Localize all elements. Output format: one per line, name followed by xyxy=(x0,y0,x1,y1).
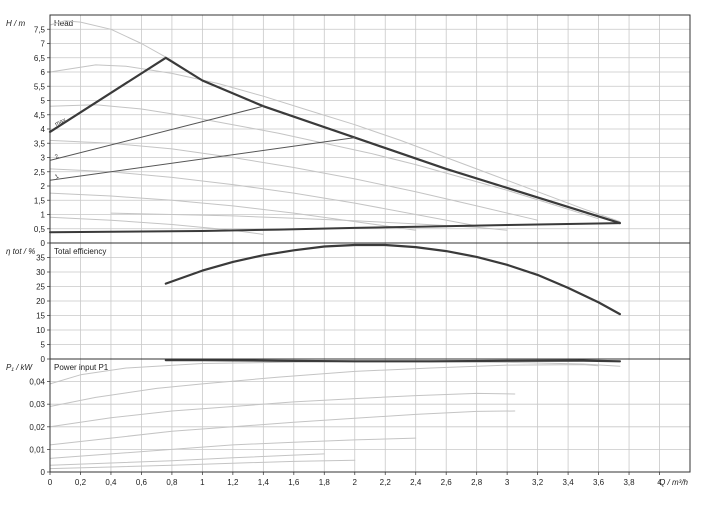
x-tick-label: 3,8 xyxy=(623,478,635,487)
curve-label: 1 xyxy=(54,173,60,180)
series-line-faint xyxy=(49,410,516,446)
series-line-faint xyxy=(49,453,325,466)
y-tick-label: 20 xyxy=(36,297,45,306)
x-tick-label: 1,2 xyxy=(227,478,239,487)
y-tick-label: 5 xyxy=(41,341,46,350)
series-line-faint xyxy=(49,437,417,459)
y-tick-label: 0 xyxy=(41,239,46,248)
x-tick-label: 1 xyxy=(200,478,205,487)
x-tick-label: 0,4 xyxy=(105,478,117,487)
series-line-main xyxy=(164,359,622,363)
x-tick-label: 2 xyxy=(353,478,358,487)
series-line-faint xyxy=(49,104,600,220)
x-tick-label: 1,6 xyxy=(288,478,300,487)
x-tick-label: 4 xyxy=(657,478,662,487)
y-tick-label: 3,5 xyxy=(34,139,46,148)
curve-label: max xyxy=(54,117,67,128)
y-tick-label: 2 xyxy=(41,182,46,191)
series-line-dp-line xyxy=(49,137,356,181)
y-tick-label: 6 xyxy=(41,68,46,77)
y-tick-label: 1 xyxy=(41,211,46,220)
y-tick-label: 1,5 xyxy=(34,196,46,205)
x-tick-label: 0,6 xyxy=(136,478,148,487)
series-line-dp-line xyxy=(49,105,264,161)
x-tick-label: 2,8 xyxy=(471,478,483,487)
y-tick-label: 0,5 xyxy=(34,225,46,234)
x-tick-label: 1,4 xyxy=(258,478,270,487)
y-tick-label: 4 xyxy=(41,125,46,134)
y-tick-label: 30 xyxy=(36,268,45,277)
series-line-min-line xyxy=(49,222,621,234)
y-tick-label: 7 xyxy=(41,40,46,49)
panel-title: Head xyxy=(54,19,73,28)
x-tick-label: 0,8 xyxy=(166,478,178,487)
series-line-main xyxy=(164,243,622,316)
y-tick-label: 0,01 xyxy=(29,445,45,454)
y-tick-label: 3 xyxy=(41,154,46,163)
x-tick-label: 1,8 xyxy=(319,478,331,487)
panel-title: Total efficiency xyxy=(54,247,106,256)
x-tick-label: 2,4 xyxy=(410,478,422,487)
y-tick-label: 0 xyxy=(41,355,46,364)
x-tick-label: 0,2 xyxy=(75,478,87,487)
y-tick-label: 6,5 xyxy=(34,54,46,63)
y-tick-label: 0 xyxy=(41,468,46,477)
series-line-faint xyxy=(49,392,516,428)
y-tick-label: 7,5 xyxy=(34,25,46,34)
series-line-faint xyxy=(49,139,539,221)
panel-title: Power input P1 xyxy=(54,363,109,372)
x-tick-label: 2,2 xyxy=(380,478,392,487)
x-tick-label: 2,6 xyxy=(441,478,453,487)
y-tick-label: 4,5 xyxy=(34,111,46,120)
series-line-faint xyxy=(49,459,356,470)
y-tick-label: 15 xyxy=(36,312,45,321)
x-tick-label: 3,6 xyxy=(593,478,605,487)
y-tick-label: 0,03 xyxy=(29,400,45,409)
series-line-faint xyxy=(49,364,600,407)
y-tick-label: 2,5 xyxy=(34,168,46,177)
y-axis-label: η tot / % xyxy=(6,247,35,256)
y-tick-label: 0,04 xyxy=(29,378,45,387)
series-line-faint xyxy=(49,216,264,235)
series-line-faint xyxy=(49,168,478,227)
curve-label: 2 xyxy=(54,154,60,161)
x-tick-label: 3,2 xyxy=(532,478,544,487)
series-line-faint xyxy=(49,192,417,231)
y-tick-label: 10 xyxy=(36,326,45,335)
x-tick-label: 3 xyxy=(505,478,510,487)
y-tick-label: 25 xyxy=(36,283,45,292)
y-axis-label: P₁ / kW xyxy=(6,363,34,372)
y-tick-label: 5 xyxy=(41,97,46,106)
y-tick-label: 35 xyxy=(36,254,45,263)
x-axis-label: Q / m³/h xyxy=(659,478,688,487)
y-tick-label: 0,02 xyxy=(29,423,45,432)
series-line-envelope xyxy=(48,56,622,225)
y-axis-label: H / m xyxy=(6,19,25,28)
y-tick-label: 5,5 xyxy=(34,82,46,91)
x-tick-label: 3,4 xyxy=(563,478,575,487)
series-line-faint xyxy=(49,64,621,223)
x-tick-label: 0 xyxy=(48,478,53,487)
